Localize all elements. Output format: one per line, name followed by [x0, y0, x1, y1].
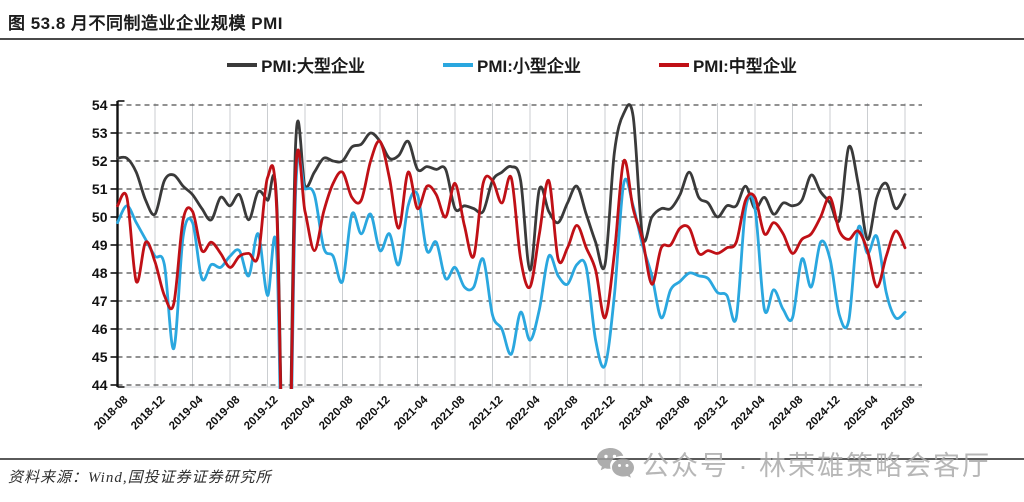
legend-item-large: PMI:大型企业	[227, 52, 365, 77]
watermark: 公众号 · 林荣雄策略会客厅	[596, 444, 991, 483]
legend-swatch-small	[443, 62, 474, 67]
legend-label-large: PMI:大型企业	[261, 57, 366, 76]
figure-header: 图 53.8 月不同制造业企业规模 PMI	[0, 0, 1024, 40]
y-tick-label: 46	[91, 321, 108, 337]
legend-label-medium: PMI:中型企业	[692, 57, 797, 76]
legend-swatch-medium	[658, 62, 689, 67]
y-tick-label: 45	[91, 349, 108, 365]
y-tick-label: 51	[91, 181, 108, 197]
footer-divider	[0, 458, 1024, 460]
wechat-icon	[597, 447, 634, 478]
y-tick-label: 53	[91, 125, 108, 141]
y-tick-label: 47	[91, 293, 108, 309]
legend-label-small: PMI:小型企业	[477, 57, 581, 76]
y-tick-label: 44	[91, 377, 108, 393]
y-tick-label: 49	[91, 237, 108, 253]
legend-item-small: PMI:小型企业	[443, 52, 581, 77]
legend-swatch-large	[227, 62, 258, 67]
y-tick-label: 52	[91, 153, 108, 169]
legend-item-medium: PMI:中型企业	[658, 52, 797, 77]
watermark-text: 公众号 · 林荣雄策略会客厅	[642, 451, 991, 481]
y-tick-label: 54	[91, 97, 108, 113]
page-title: 图 53.8 月不同制造业企业规模 PMI	[8, 14, 283, 33]
chart-legend: PMI:大型企业 PMI:小型企业 PMI:中型企业	[0, 52, 1024, 77]
source-note: 资料来源：Wind,国投证券证券研究所	[8, 470, 272, 486]
y-tick-label: 50	[91, 209, 108, 225]
y-tick-label: 48	[91, 265, 108, 281]
